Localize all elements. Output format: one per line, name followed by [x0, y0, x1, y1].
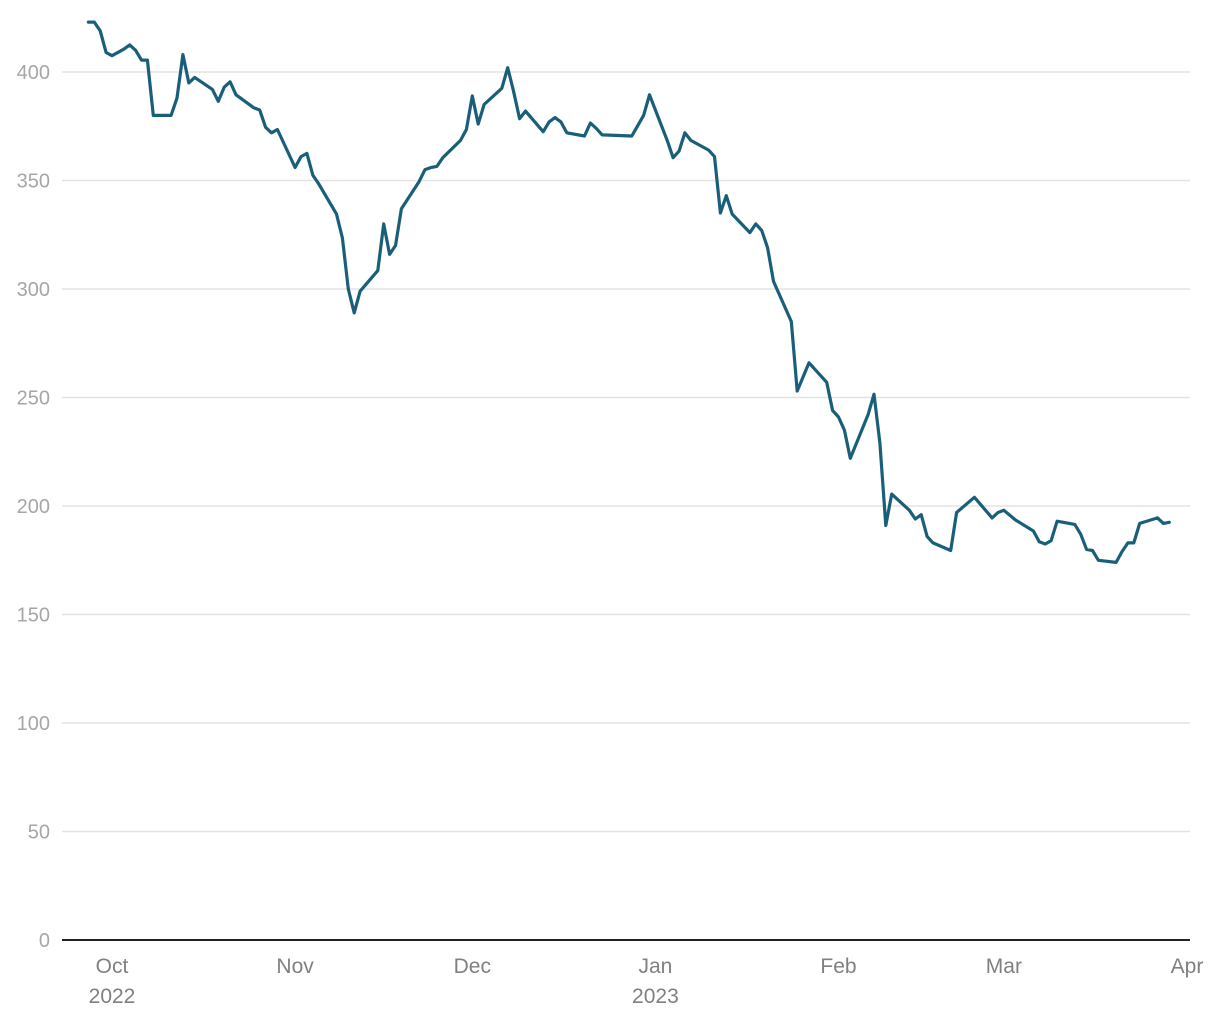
price-series-line [86, 20, 1171, 564]
x-tick-label: Feb [820, 955, 856, 978]
x-axis-ticks: Oct 2022 Nov Dec Jan 2023 Feb Mar Apr [89, 955, 1204, 1008]
x-tick-label: Apr [1171, 955, 1204, 978]
y-tick-label: 350 [17, 171, 50, 193]
y-tick-label: 300 [17, 279, 50, 301]
x-tick-label: Nov [276, 955, 314, 978]
x-tick-label: Dec [454, 955, 491, 978]
y-tick-label: 0 [39, 930, 50, 952]
x-tick-year-label: 2023 [632, 985, 679, 1008]
x-tick-label: Jan [638, 955, 672, 978]
x-tick-label: Mar [986, 955, 1022, 978]
y-tick-label: 400 [17, 62, 50, 84]
y-axis-ticks: 0 50 100 150 200 250 300 350 400 [17, 62, 50, 952]
y-tick-label: 100 [17, 713, 50, 735]
gridlines [62, 71, 1190, 833]
x-tick-year-label: 2022 [89, 985, 136, 1008]
y-tick-label: 200 [17, 496, 50, 518]
y-tick-label: 150 [17, 605, 50, 627]
y-tick-label: 50 [28, 822, 50, 844]
x-tick-label: Oct [96, 955, 129, 978]
y-tick-label: 250 [17, 388, 50, 410]
